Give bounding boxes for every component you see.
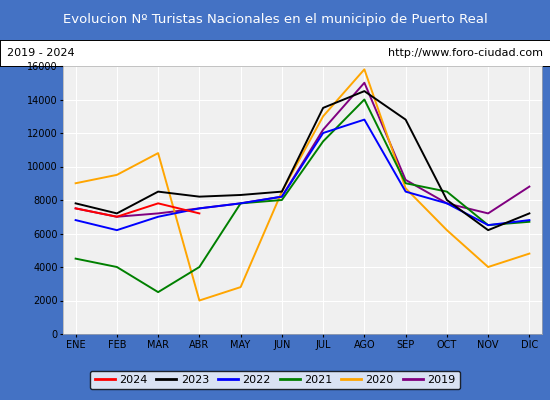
Legend: 2024, 2023, 2022, 2021, 2020, 2019: 2024, 2023, 2022, 2021, 2020, 2019	[90, 370, 460, 390]
Text: Evolucion Nº Turistas Nacionales en el municipio de Puerto Real: Evolucion Nº Turistas Nacionales en el m…	[63, 14, 487, 26]
Text: http://www.foro-ciudad.com: http://www.foro-ciudad.com	[388, 48, 543, 58]
Text: 2019 - 2024: 2019 - 2024	[7, 48, 74, 58]
